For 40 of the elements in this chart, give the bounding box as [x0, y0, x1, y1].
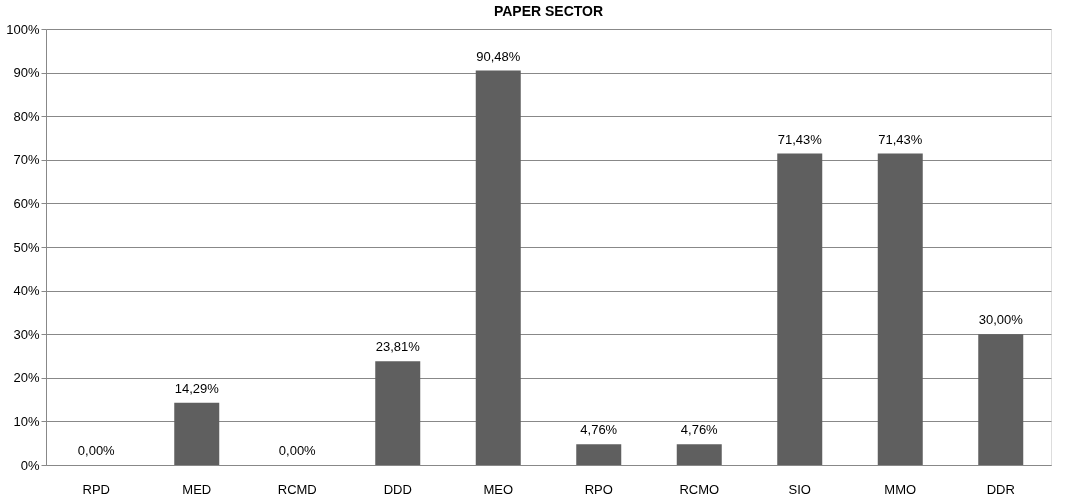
chart-title: PAPER SECTOR	[493, 3, 604, 19]
y-tick-label: 40%	[13, 283, 40, 299]
bar	[978, 334, 1024, 465]
y-tick-label: 10%	[13, 413, 40, 429]
y-tick-label: 80%	[13, 108, 40, 124]
x-tick-label: RCMO	[679, 481, 720, 497]
y-tick-label: 60%	[13, 195, 40, 211]
x-tick-label: DDR	[986, 481, 1015, 497]
data-label: 71,43%	[878, 131, 923, 147]
data-label: 0,00%	[77, 443, 116, 458]
data-label: 23,81%	[375, 339, 421, 355]
x-tick-label: DDD	[383, 481, 412, 497]
data-label: 71,43%	[777, 131, 823, 147]
x-tick-label: MEO	[483, 481, 514, 497]
data-label: 90,48%	[476, 48, 521, 64]
x-tick-label: RPD	[82, 481, 110, 497]
x-tick-label: MMO	[884, 481, 917, 497]
x-tick-label: SIO	[788, 481, 811, 497]
bar	[174, 402, 220, 465]
bar	[375, 361, 421, 465]
y-tick-label: 30%	[13, 326, 40, 342]
y-tick-label: 20%	[13, 370, 40, 386]
y-tick-label: 100%	[6, 21, 40, 37]
bar	[576, 444, 622, 465]
bar	[676, 444, 722, 465]
data-label: 30,00%	[978, 312, 1024, 328]
bar	[475, 70, 521, 465]
y-tick-label: 50%	[13, 239, 40, 255]
x-tick-label: MED	[182, 481, 212, 497]
y-tick-label: 70%	[13, 152, 40, 168]
x-tick-label: RCMD	[277, 481, 317, 497]
x-tick-label: RPO	[584, 481, 613, 497]
data-label: 14,29%	[174, 380, 220, 396]
y-tick-label: 0%	[20, 457, 40, 473]
y-tick-label: 90%	[13, 65, 40, 81]
bar	[877, 153, 923, 465]
bar	[777, 153, 823, 465]
data-label: 4,76%	[680, 422, 719, 438]
data-label: 4,76%	[580, 422, 618, 438]
data-label: 0,00%	[278, 443, 317, 458]
